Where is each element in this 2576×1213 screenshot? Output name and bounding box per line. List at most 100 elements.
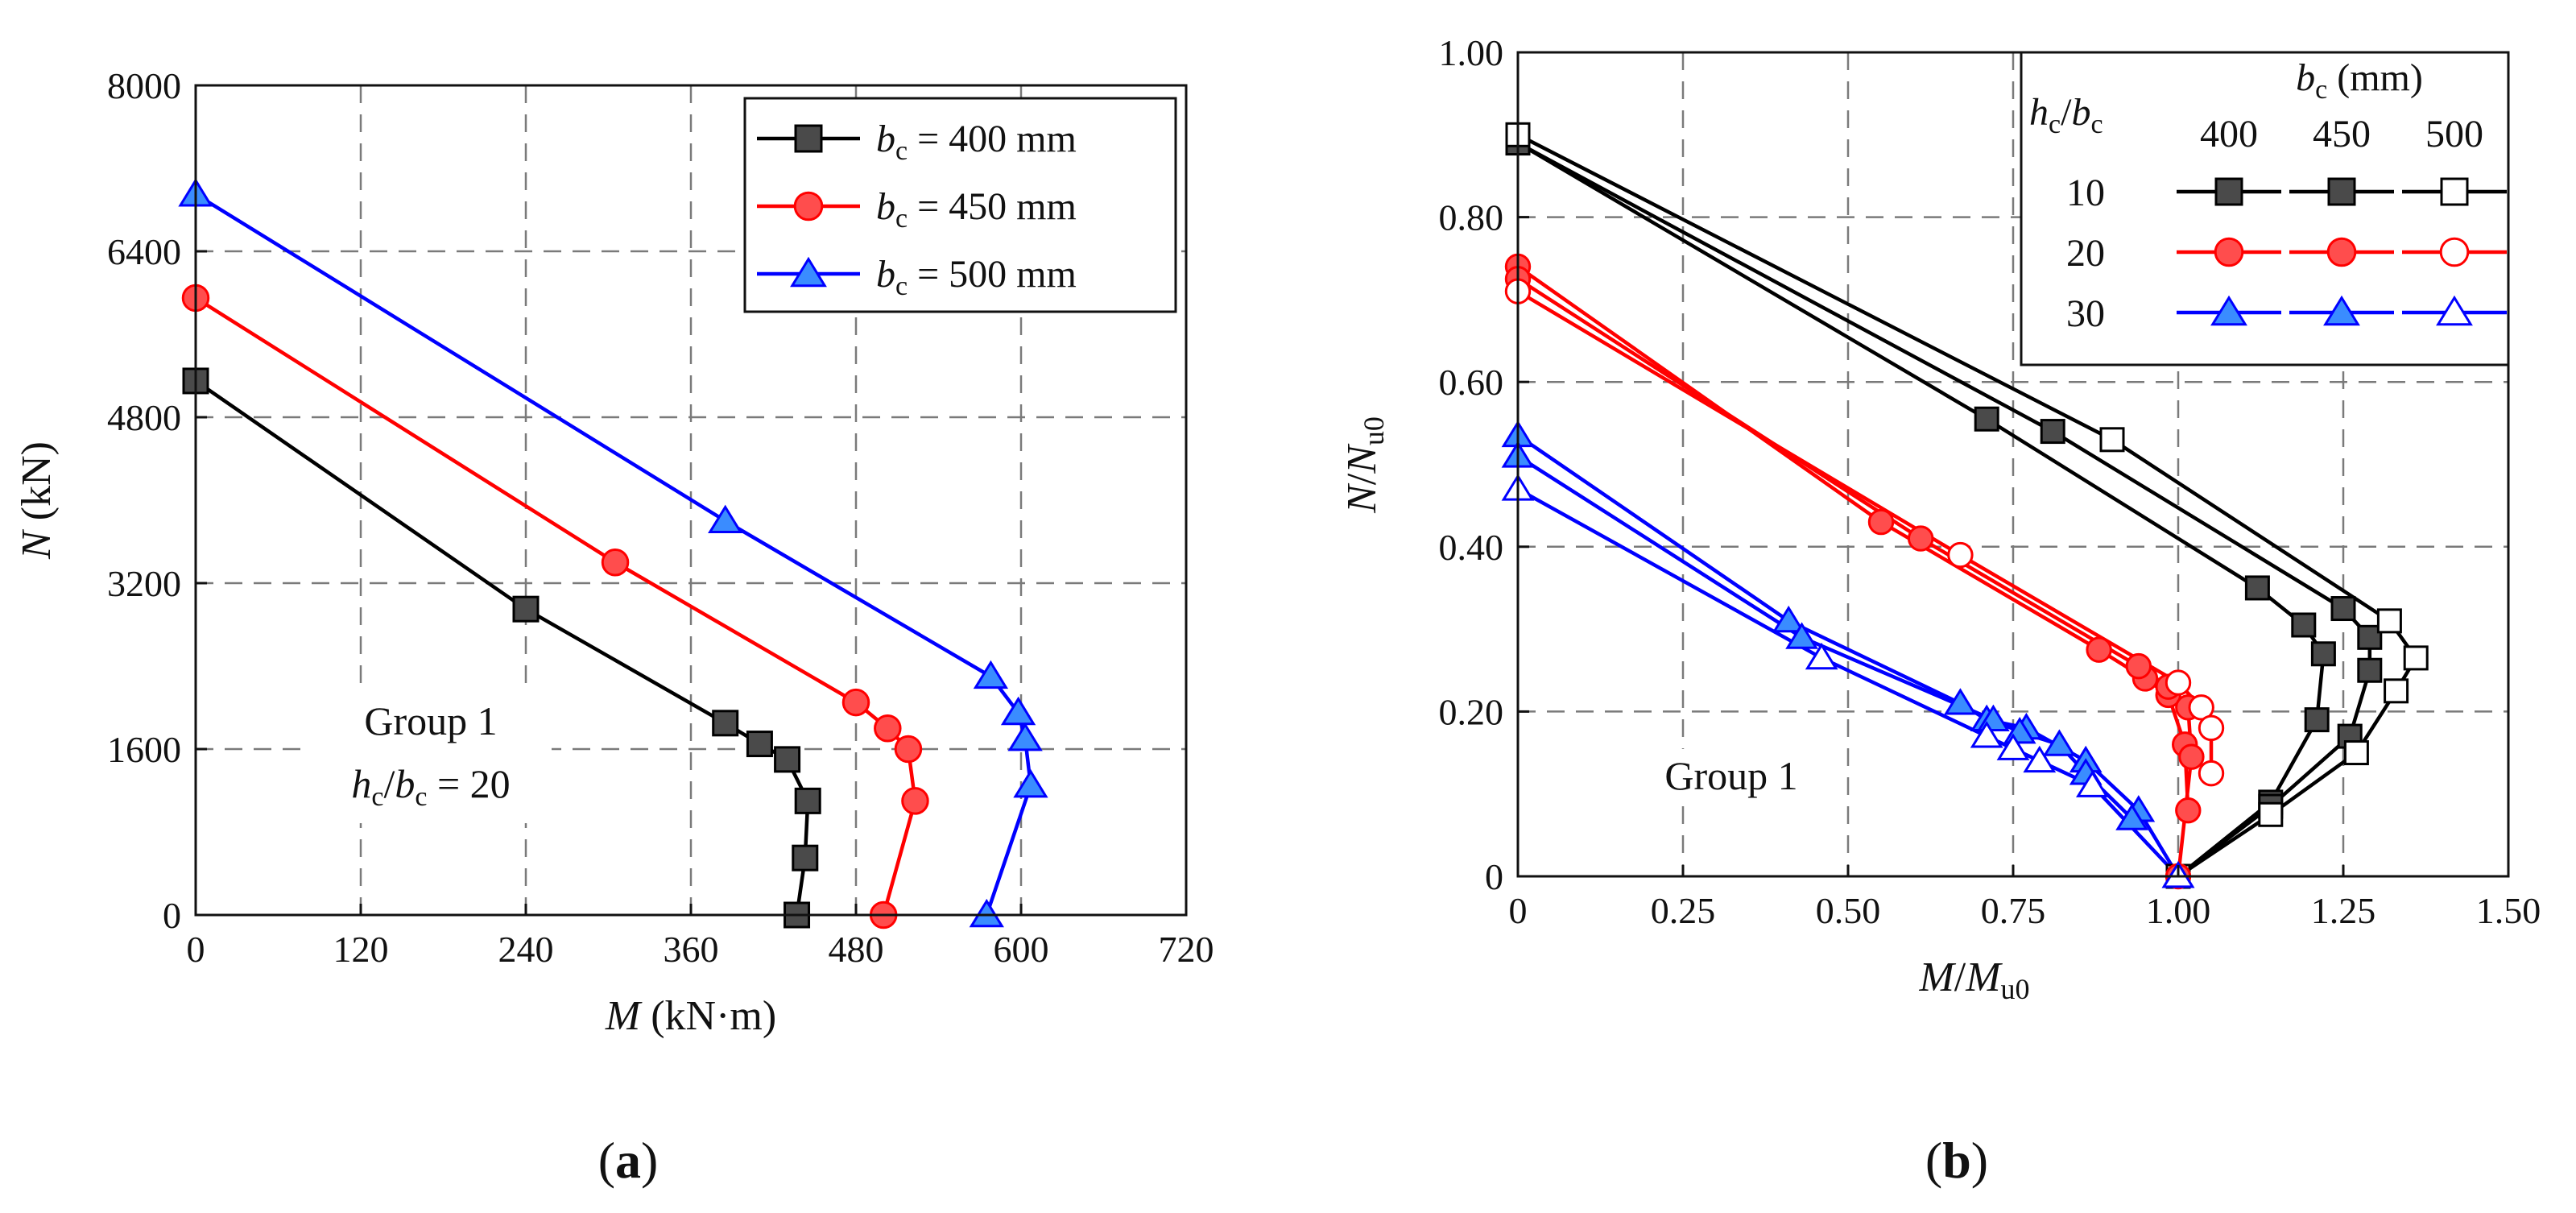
chart-b-series-1-line — [1516, 141, 2372, 878]
chart-panel-b: 0 0.25 0.50 0.75 1.00 1.25 1.50 0 0.20 0.40 0.60 0.… — [1339, 32, 2541, 1189]
chart-a-series-2-point — [708, 504, 743, 534]
legend-row-10: 10 — [2066, 172, 2105, 214]
legend-column-header-unit: (mm) — [2327, 56, 2423, 99]
chart-a-series-0-point — [746, 731, 773, 758]
chart-a-x-tick-label: 720 — [1159, 929, 1214, 970]
chart-a-series-1-point — [894, 735, 923, 764]
legend-entry-bc-450-value: = 450 mm — [908, 185, 1077, 228]
chart-a-y-axis-unit: (kN) — [14, 441, 60, 531]
legend-col-500: 500 — [2425, 113, 2483, 155]
chart-b-grid — [1518, 52, 2508, 876]
chart-b-series-0-point — [2244, 575, 2270, 601]
chart-a-x-axis-title: M (kN·m) — [605, 993, 776, 1039]
chart-b-series-8-point — [2076, 770, 2109, 797]
chart-a-y-tick-label: 8000 — [107, 65, 181, 106]
chart-b-series-0-point — [2310, 641, 2336, 667]
chart-a-y-axis-title: N (kN) — [14, 441, 60, 560]
chart-b-series-4-point — [2178, 743, 2205, 770]
legend-row-header-slash: / — [2061, 91, 2072, 134]
chart-b-x-tick-label: 0.75 — [1981, 890, 2046, 931]
legend-a-key-marker-2 — [790, 256, 827, 288]
chart-a-series-0-point — [774, 746, 801, 773]
chart-b-series-1-point — [2330, 596, 2356, 622]
chart-a-series-2-point — [1007, 722, 1043, 751]
legend-b-key-marker-0-1 — [2327, 177, 2356, 206]
ratio-b-sub: c — [415, 782, 427, 812]
legend-row-header-h: h — [2029, 91, 2049, 134]
chart-b-series-2-point — [2376, 608, 2402, 634]
chart-a-annotation-group: Group 1 — [364, 698, 497, 743]
chart-a-tick-labels: 0 120 240 360 480 600 720 0 1600 3200 4800 6400 8000 — [107, 65, 1214, 970]
chart-a-x-tick-label: 120 — [333, 929, 389, 970]
ratio-slash: / — [383, 761, 395, 806]
chart-b-series-6-point — [1944, 688, 1977, 715]
chart-b-series-2-point — [2343, 740, 2369, 766]
chart-b-y-axis-var2: N — [1339, 443, 1385, 474]
chart-b-legend: bc (mm) hc/bc 400 450 500 10 20 30 — [2020, 51, 2510, 366]
chart-b-series-5-point — [2198, 714, 2225, 742]
chart-b-x-tick-label: 1.25 — [2311, 890, 2376, 931]
panel-label-a-letter: a — [615, 1132, 641, 1189]
legend-col-400: 400 — [2200, 113, 2258, 155]
chart-b-series-0-line — [1516, 141, 2326, 878]
ratio-h: h — [351, 761, 371, 806]
chart-b-series-4-point — [1908, 525, 1934, 552]
chart-a-x-tick-label: 600 — [994, 929, 1049, 970]
chart-b-series-2-point — [2258, 801, 2284, 827]
chart-b-series-5-point — [2198, 760, 2225, 787]
chart-a-series-0-point — [512, 595, 540, 623]
legend-b-key-marker-0-2 — [2440, 177, 2469, 206]
chart-b-x-tick-label: 0 — [1509, 890, 1528, 931]
chart-b-y-tick-label: 0.20 — [1439, 691, 1504, 732]
chart-b-x-tick-label: 1.50 — [2476, 890, 2541, 931]
chart-b-series-2-point — [2403, 645, 2429, 671]
chart-a-series-1-point — [841, 688, 870, 717]
chart-a-series-0-point — [712, 710, 739, 737]
chart-b-y-tick-label: 1.00 — [1439, 32, 1504, 73]
chart-b-x-tick-label: 0.25 — [1651, 890, 1716, 931]
chart-b-series-7-point — [1785, 622, 1818, 649]
ratio-b: b — [395, 761, 415, 806]
legend-b-key-marker-1-0 — [2214, 237, 2244, 267]
chart-b-series-8-point — [1805, 642, 1838, 670]
chart-b-series-2-point — [2384, 678, 2409, 704]
chart-b-series-2-line — [1516, 133, 2418, 878]
chart-a-series-1-point — [901, 787, 929, 815]
legend-row-30: 30 — [2066, 292, 2105, 335]
chart-a-series-1-point — [601, 549, 630, 577]
chart-a-x-tick-label: 0 — [187, 929, 205, 970]
panel-label-b: (b) — [1925, 1132, 1988, 1189]
chart-b-legend-keys — [2177, 177, 2507, 326]
chart-b-series-3-point — [2086, 636, 2112, 663]
legend-entry-bc-500-var: b — [876, 253, 895, 296]
chart-b-x-axis-var2: M — [1965, 954, 2003, 1000]
chart-b-x-tick-label: 1.00 — [2146, 890, 2211, 931]
legend-row-20: 20 — [2066, 232, 2105, 275]
chart-b-y-axis-sub: u0 — [1358, 416, 1390, 445]
chart-b-series-6-line — [1516, 433, 2180, 878]
chart-b-series-1-point — [2040, 419, 2065, 445]
chart-b-y-tick-label: 0.60 — [1439, 362, 1504, 403]
chart-b-annotation-group: Group 1 — [1664, 753, 1797, 798]
chart-b-series-7-point — [2043, 729, 2076, 756]
chart-a-y-axis-var: N — [14, 528, 60, 560]
chart-a-series-2-point — [1013, 768, 1048, 798]
chart-a-series-2-point — [969, 898, 1004, 928]
chart-b-series-4-point — [2125, 652, 2152, 680]
ratio-h-sub: c — [371, 782, 383, 812]
chart-b-x-axis-var1: M — [1918, 954, 1956, 1000]
legend-b-key-marker-2-2 — [2436, 295, 2473, 326]
chart-b-series-5-point — [1947, 541, 1974, 569]
chart-a-x-axis-unit: (kN·m) — [640, 993, 776, 1039]
chart-b-y-axis-slash: / — [1339, 473, 1385, 485]
legend-entry-bc-450-var: b — [876, 185, 895, 228]
chart-b-series-0-point — [1974, 406, 1999, 432]
chart-b-annotation-bg — [1635, 749, 1828, 805]
legend-entry-bc-450: bc = 450 mm — [876, 185, 1077, 234]
legend-b-key-marker-2-1 — [2323, 295, 2360, 326]
chart-b-series-7-point — [2115, 803, 2148, 830]
chart-b-series-8-point — [1970, 721, 2003, 748]
legend-b-key-marker-0-0 — [2214, 177, 2243, 206]
ratio-value: = 20 — [427, 761, 510, 806]
